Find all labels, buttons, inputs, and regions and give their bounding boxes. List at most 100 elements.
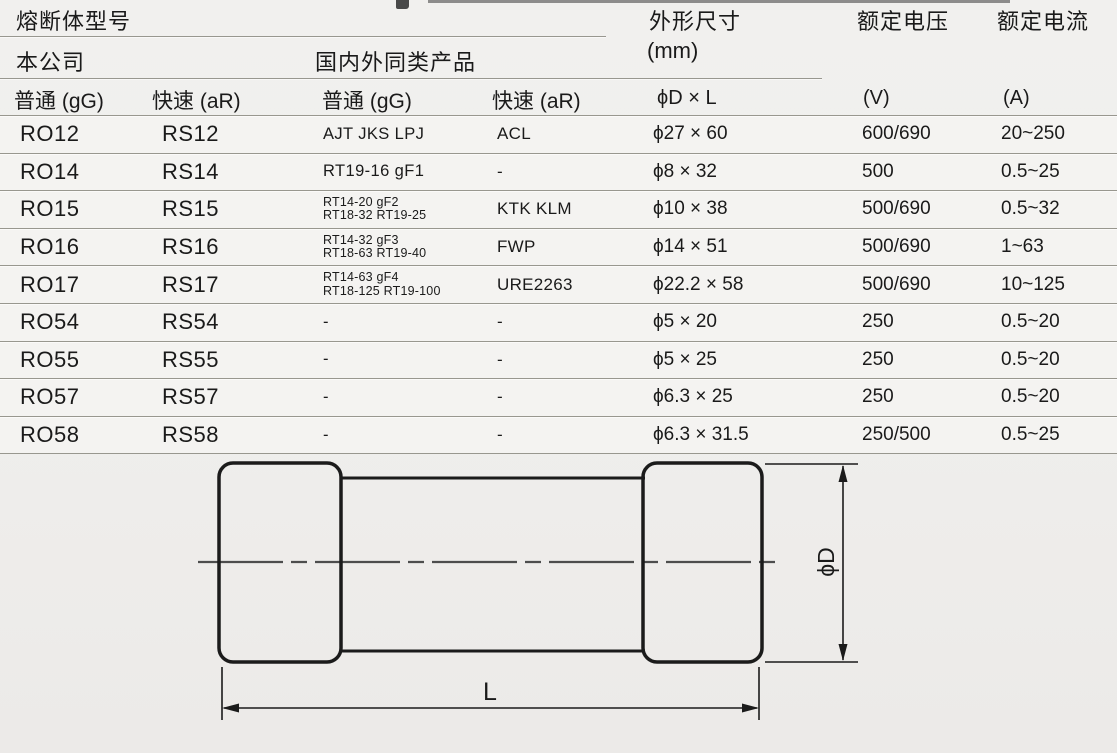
header-rated-voltage: 额定电压 [857,9,950,34]
cell-similar-gg-models: - [323,342,329,379]
col-header-voltage-unit: (V) [863,87,890,109]
cell-company-ar-model: RS54 [162,309,220,335]
cell-company-ar-model: RS17 [162,271,220,297]
cell-similar-gg-models: - [323,379,329,416]
length-arrow-left [222,703,239,713]
cell-similar-gg-models: RT14-63 gF4 RT18-125 RT19-100 [323,266,441,303]
cell-company-gg-model: RO14 [20,158,80,184]
cell-dimensions: ϕ6.3 × 31.5 [653,424,749,446]
photo-artifact-line [428,0,1010,3]
cell-similar-gg-models: RT14-20 gF2 RT18-32 RT19-25 [323,191,426,228]
cell-similar-ar-model: - [497,349,503,369]
diameter-arrow-bottom [838,644,848,661]
cell-dimensions: ϕ27 × 60 [653,123,728,145]
header-dimensions: 外形尺寸 [649,9,742,34]
col-header-gg-company: 普通 (gG) [14,90,104,113]
diameter-arrow-top [838,465,848,482]
cell-similar-gg-line1: RT14-32 gF3 [323,232,399,247]
col-header-gg-similar: 普通 (gG) [322,90,412,113]
cell-rated-voltage: 500/690 [862,236,931,258]
cell-similar-gg-line1: - [323,350,329,369]
cell-dimensions: ϕ8 × 32 [653,160,717,182]
length-arrow-right [742,703,759,713]
cell-rated-voltage: 500 [862,160,894,182]
cell-company-ar-model: RS55 [162,346,220,372]
cell-company-gg-model: RO12 [20,121,80,147]
cell-similar-gg-line2: RT18-125 RT19-100 [323,283,441,298]
cell-company-gg-model: RO55 [20,346,80,372]
cell-similar-gg-models: RT14-32 gF3 RT18-63 RT19-40 [323,229,426,266]
table-row: RO14 RS14 RT19-16 gF1 - ϕ8 × 32 500 0.5~… [0,152,1117,191]
cell-dimensions: ϕ14 × 51 [653,236,728,258]
cell-similar-gg-line1: - [323,387,329,406]
cell-similar-ar-model: - [497,387,503,407]
col-header-ar-similar: 快速 (aR) [492,90,581,113]
fuse-outline-drawing: L ϕD [198,461,858,720]
cell-similar-gg-models: - [323,417,329,454]
col-header-current-unit: (A) [1003,87,1030,109]
cell-dimensions: ϕ5 × 20 [653,311,717,333]
cell-similar-gg-line1: RT14-63 gF4 [323,270,399,285]
cell-similar-ar-model: URE2263 [497,274,573,294]
table-row: RO12 RS12 AJT JKS LPJ ACL ϕ27 × 60 600/6… [0,115,1117,153]
cell-similar-ar-model: FWP [497,237,536,257]
cell-similar-ar-model: - [497,425,503,445]
cell-company-gg-model: RO58 [20,422,80,448]
cell-rated-voltage: 600/690 [862,123,931,145]
cell-rated-voltage: 250 [862,348,894,370]
cell-rated-current: 0.5~25 [1001,424,1060,446]
fuse-left-cap [217,461,343,664]
cell-similar-gg-line2: RT18-63 RT19-40 [323,246,427,261]
photo-artifact-blob [396,0,409,9]
cell-company-ar-model: RS14 [162,158,220,184]
cell-similar-gg-models: AJT JKS LPJ [323,116,424,153]
cell-similar-ar-model: - [497,312,503,332]
diameter-label: ϕD [813,547,839,577]
cell-similar-gg-line1: AJT JKS LPJ [323,124,425,143]
header-divider-1 [0,36,606,37]
cell-rated-current: 0.5~32 [1001,198,1060,220]
cell-rated-current: 0.5~20 [1001,386,1060,408]
cell-similar-gg-models: RT19-16 gF1 [323,154,424,191]
table-row: RO55 RS55 - - ϕ5 × 25 250 0.5~20 [0,340,1117,379]
cell-company-gg-model: RO54 [20,309,80,335]
cell-rated-current: 10~125 [1001,273,1065,295]
cell-company-ar-model: RS15 [162,196,220,222]
cell-similar-gg-line1: RT19-16 gF1 [323,162,425,181]
cell-dimensions: ϕ22.2 × 58 [653,273,744,295]
header-company: 本公司 [16,50,86,75]
cell-rated-voltage: 250 [862,311,894,333]
table-row: RO16 RS16 RT14-32 gF3 RT18-63 RT19-40 FW… [0,227,1117,266]
table-row: RO58 RS58 - - ϕ6.3 × 31.5 250/500 0.5~25 [0,415,1117,454]
cell-rated-current: 0.5~20 [1001,348,1060,370]
header-dimensions-unit: (mm) [647,38,699,63]
cell-dimensions: ϕ6.3 × 25 [653,386,733,408]
table-row: RO17 RS17 RT14-63 gF4 RT18-125 RT19-100 … [0,265,1117,303]
spec-table-body: RO12 RS12 AJT JKS LPJ ACL ϕ27 × 60 600/6… [0,115,1117,455]
table-row: RO15 RS15 RT14-20 gF2 RT18-32 RT19-25 KT… [0,190,1117,228]
cell-similar-ar-model: KTK KLM [497,199,572,219]
cell-company-ar-model: RS58 [162,422,220,448]
table-row: RO57 RS57 - - ϕ6.3 × 25 250 0.5~20 [0,378,1117,416]
cell-company-ar-model: RS16 [162,234,220,260]
cell-rated-current: 1~63 [1001,236,1044,258]
cell-similar-ar-model: - [497,161,503,181]
cell-dimensions: ϕ5 × 25 [653,348,717,370]
table-row: RO54 RS54 - - ϕ5 × 20 250 0.5~20 [0,302,1117,341]
header-similar-products: 国内外同类产品 [315,50,477,75]
cell-similar-gg-line1: RT14-20 gF2 [323,194,399,209]
cell-similar-gg-line2: RT18-32 RT19-25 [323,208,427,223]
header-rated-current: 额定电流 [997,9,1090,34]
cell-rated-voltage: 500/690 [862,198,931,220]
length-label: L [483,678,497,706]
cell-rated-current: 20~250 [1001,123,1065,145]
cell-similar-ar-model: ACL [497,124,531,144]
col-header-diameter-length: ϕD × L [657,87,717,109]
cell-company-ar-model: RS12 [162,121,220,147]
cell-dimensions: ϕ10 × 38 [653,198,728,220]
cell-similar-gg-models: - [323,304,329,341]
cell-rated-voltage: 250 [862,386,894,408]
header-divider-2 [0,78,822,79]
cell-company-gg-model: RO57 [20,384,80,410]
